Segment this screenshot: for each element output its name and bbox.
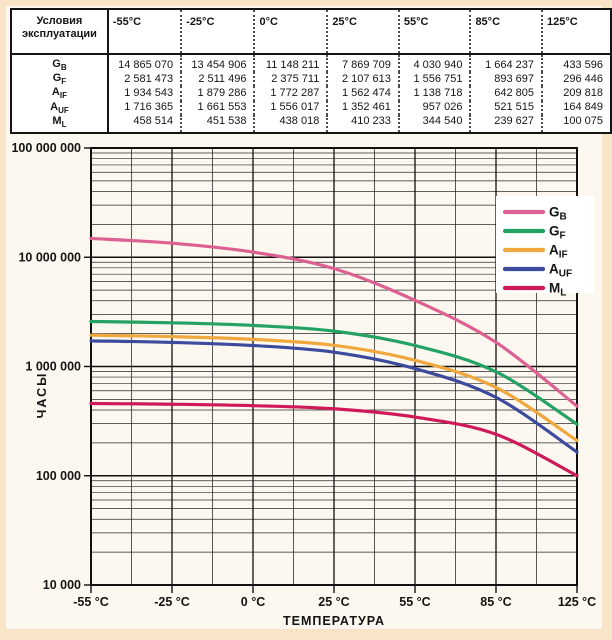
- table-column-header: 0°C: [253, 9, 328, 55]
- table-column-header: 85°C: [469, 9, 542, 55]
- table-header-row: Условия эксплуатации -55°C -25°C 0°C 25°C 55°C…: [11, 9, 611, 55]
- y-tick-label: 10 000 000: [18, 250, 81, 264]
- table-column-header: 125°C: [541, 9, 611, 55]
- legend-label-AUF: AUF: [549, 262, 572, 280]
- table-cell: 438 018: [253, 114, 328, 133]
- table-header: Условия эксплуатации -55°C -25°C 0°C 25°C 55°C…: [11, 9, 611, 55]
- legend-label-GF: GF: [549, 224, 566, 242]
- table-column-header: 25°C: [326, 9, 399, 55]
- row-label-GF: GF: [11, 72, 109, 87]
- series-line-AUF: [89, 339, 579, 454]
- x-tick-label: 55 °C: [399, 595, 430, 609]
- table-column-header: -25°C: [180, 9, 255, 55]
- x-tick-label: 0 °C: [241, 595, 265, 609]
- table-row: GF 2 581 473 2 511 496 2 375 711 2 107 613 1 …: [11, 72, 611, 87]
- table-cell: 11 148 211: [253, 54, 328, 73]
- y-tick-label: 10 000: [43, 578, 81, 592]
- table-row: AUF 1 716 365 1 661 553 1 556 017 1 352 461 9…: [11, 100, 611, 115]
- table-cell: 13 454 906: [180, 54, 255, 73]
- table-row: AIF 1 934 543 1 879 286 1 772 287 1 562 474 1…: [11, 86, 611, 101]
- y-axis-title: ЧАСЫ: [35, 372, 49, 419]
- table-cell: 209 818: [541, 86, 611, 101]
- legend-label-AIF: AIF: [549, 243, 568, 261]
- table-cell: 1 138 718: [397, 86, 471, 101]
- y-tick-label: 100 000 000: [11, 141, 81, 155]
- series-line-GF: [89, 319, 579, 426]
- table-row: ML 458 514 451 538 438 018 410 233 344 540 239…: [11, 114, 611, 133]
- table-column-header: -55°C: [107, 9, 182, 55]
- legend-label-ML: ML: [549, 281, 566, 299]
- table-cell: 2 107 613: [326, 72, 399, 87]
- table-cell: 1 556 751: [397, 72, 471, 87]
- table-cell: 14 865 070: [118, 58, 174, 71]
- table-cell: 642 805: [469, 86, 542, 101]
- table-cell: 164 849: [541, 100, 611, 115]
- table-body: GB 14 865 070 13 454 906 11 148 211 7 869 70…: [11, 54, 611, 133]
- axes: 100 000 000 10 000 000 1 000 000 100 000 10 …: [11, 141, 596, 628]
- table-cell: 1 716 365: [124, 101, 174, 114]
- table-cell: 1 934 543: [124, 86, 174, 99]
- row-label-AIF: AIF: [11, 86, 109, 101]
- series-line-ML: [89, 401, 579, 478]
- row-label-AUF: AUF: [11, 100, 109, 115]
- x-tick-label: -55 °C: [73, 595, 109, 609]
- x-axis-title: ТЕМПЕРАТУРА: [283, 614, 385, 628]
- row-label-GB: GB: [11, 54, 109, 73]
- x-tick-label: -25 °C: [154, 595, 190, 609]
- operating-conditions-table: Условия эксплуатации -55°C -25°C 0°C 25°C 55°C…: [10, 8, 612, 134]
- series-curves: [89, 236, 579, 478]
- table-cell: 451 538: [180, 114, 255, 133]
- mtbf-chart-wrap: 100 000 000 10 000 000 1 000 000 100 000 10 …: [0, 118, 612, 635]
- table-cell: 1 879 286: [180, 86, 255, 101]
- legend-label-GB: GB: [549, 205, 567, 223]
- table-cell: 239 627: [469, 114, 542, 133]
- x-tick-label: 85 °C: [480, 595, 511, 609]
- grid: [90, 147, 578, 586]
- table-cell: 458 514: [133, 115, 174, 128]
- x-tick-label: 125 °C: [558, 595, 596, 609]
- table-cell: 100 075: [541, 114, 611, 133]
- table-cell: 957 026: [397, 100, 471, 115]
- table-cell: 433 596: [541, 54, 611, 73]
- table-row: GB 14 865 070 13 454 906 11 148 211 7 869 70…: [11, 54, 611, 73]
- x-tick-label: 25 °C: [318, 595, 349, 609]
- table-cell: 1 352 461: [326, 100, 399, 115]
- table-cell: 296 446: [541, 72, 611, 87]
- table-cell: 1 664 237: [469, 54, 542, 73]
- table-corner-label: Условия эксплуатации: [11, 9, 109, 55]
- table-cell: 893 697: [469, 72, 542, 87]
- table-cell: 1 661 553: [180, 100, 255, 115]
- table-cell: 2 511 496: [180, 72, 255, 87]
- table-cell: 410 233: [326, 114, 399, 133]
- table-cell: 2 581 473: [124, 72, 174, 85]
- series-line-GB: [89, 236, 579, 408]
- table-cell: 344 540: [397, 114, 471, 133]
- table-cell: 521 515: [469, 100, 542, 115]
- table-cell: 7 869 709: [326, 54, 399, 73]
- series-line-AIF: [89, 333, 579, 443]
- table-cell: 2 375 711: [253, 72, 328, 87]
- table-column-header: 55°C: [397, 9, 471, 55]
- table-cell: 1 772 287: [253, 86, 328, 101]
- row-label-ML: ML: [11, 114, 109, 133]
- table-cell: 1 562 474: [326, 86, 399, 101]
- y-tick-label: 1 000 000: [25, 360, 81, 374]
- table-cell: 1 556 017: [253, 100, 328, 115]
- mtbf-chart: 100 000 000 10 000 000 1 000 000 100 000 10 …: [11, 141, 596, 628]
- y-tick-label: 100 000: [36, 469, 81, 483]
- table-cell: 4 030 940: [397, 54, 471, 73]
- operating-conditions-table-wrap: Условия эксплуатации -55°C -25°C 0°C 25°C 55°C…: [10, 8, 612, 134]
